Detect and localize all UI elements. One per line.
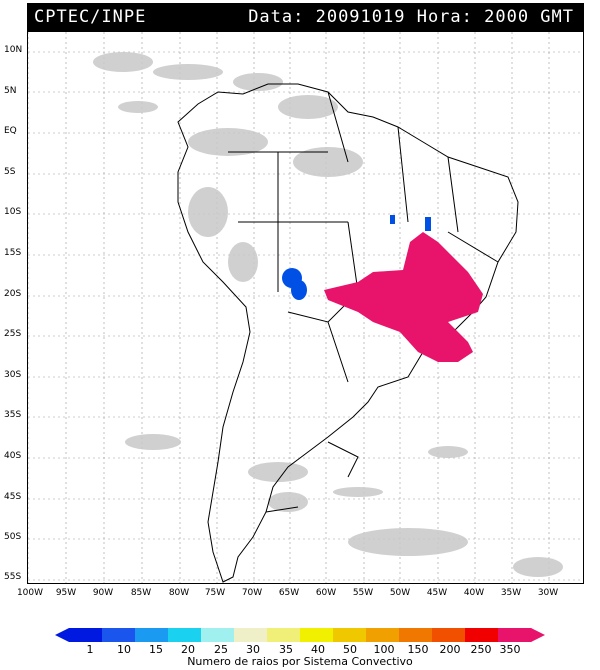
lon-label: 65W xyxy=(278,588,300,598)
lon-label: 100W xyxy=(16,588,44,598)
colorbar-label: 100 xyxy=(373,643,395,656)
map-canvas xyxy=(28,32,583,583)
storm-magenta-system xyxy=(324,232,483,362)
continent-outline xyxy=(177,83,519,583)
lat-label: 5N xyxy=(4,86,17,96)
cloud-cover xyxy=(93,52,563,577)
lon-label: 55W xyxy=(352,588,374,598)
colorbar-cell xyxy=(135,628,169,642)
lat-label: 25S xyxy=(4,329,22,339)
colorbar-cell xyxy=(300,628,334,642)
lat-label: 55S xyxy=(4,572,22,582)
lat-label: 20S xyxy=(4,289,22,299)
colorbar-cell xyxy=(432,628,466,642)
lat-label: 45S xyxy=(4,492,22,502)
colorbar-title: Numero de raios por Sistema Convectivo xyxy=(187,655,413,668)
colorbar-cell xyxy=(465,628,499,642)
lat-label: 40S xyxy=(4,451,22,461)
lon-label: 75W xyxy=(204,588,226,598)
colorbar-cell xyxy=(201,628,235,642)
lat-label: 15S xyxy=(4,248,22,258)
lon-label: 80W xyxy=(168,588,190,598)
colorbar-label: 20 xyxy=(181,643,195,656)
map-panel xyxy=(27,31,584,584)
colorbar-label: 200 xyxy=(439,643,461,656)
lon-label: 95W xyxy=(55,588,77,598)
lat-label: 10S xyxy=(4,207,22,217)
lat-label: 35S xyxy=(4,410,22,420)
lon-label: 90W xyxy=(92,588,114,598)
colorbar-cell xyxy=(69,628,103,642)
colorbar-label: 15 xyxy=(149,643,163,656)
colorbar-cell xyxy=(168,628,202,642)
colorbar-label: 10 xyxy=(117,643,131,656)
colorbar-cell xyxy=(498,628,532,642)
colorbar-label: 35 xyxy=(279,643,293,656)
colorbar-cell xyxy=(102,628,136,642)
colorbar xyxy=(55,628,545,642)
lat-label: 5S xyxy=(4,167,16,177)
lon-label: 50W xyxy=(389,588,411,598)
datetime-label: Data: 20091019 Hora: 2000 GMT xyxy=(248,7,574,27)
colorbar-label: 150 xyxy=(407,643,429,656)
lon-label: 30W xyxy=(537,588,559,598)
colorbar-label: 30 xyxy=(246,643,260,656)
source-label: CPTEC/INPE xyxy=(34,7,147,27)
lon-label: 85W xyxy=(130,588,152,598)
lon-label: 45W xyxy=(426,588,448,598)
colorbar-cell xyxy=(234,628,268,642)
colorbar-cell xyxy=(267,628,301,642)
colorbar-label: 25 xyxy=(214,643,228,656)
colorbar-label: 350 xyxy=(499,643,521,656)
colorbar-cell xyxy=(366,628,400,642)
colorbar-label: 50 xyxy=(343,643,357,656)
lon-label: 60W xyxy=(315,588,337,598)
colorbar-cell xyxy=(399,628,433,642)
colorbar-cell xyxy=(333,628,367,642)
colorbar-label: 1 xyxy=(86,643,94,656)
lon-label: 40W xyxy=(463,588,485,598)
lon-label: 35W xyxy=(500,588,522,598)
lon-label: 70W xyxy=(241,588,263,598)
title-bar: CPTEC/INPE Data: 20091019 Hora: 2000 GMT xyxy=(27,3,584,31)
colorbar-tip-right xyxy=(531,628,545,642)
lat-label: EQ xyxy=(4,126,17,136)
colorbar-label: 40 xyxy=(311,643,325,656)
lat-label: 30S xyxy=(4,370,22,380)
colorbar-tip-left xyxy=(55,628,69,642)
lat-label: 10N xyxy=(4,45,23,55)
lat-label: 50S xyxy=(4,532,22,542)
colorbar-label: 250 xyxy=(470,643,492,656)
